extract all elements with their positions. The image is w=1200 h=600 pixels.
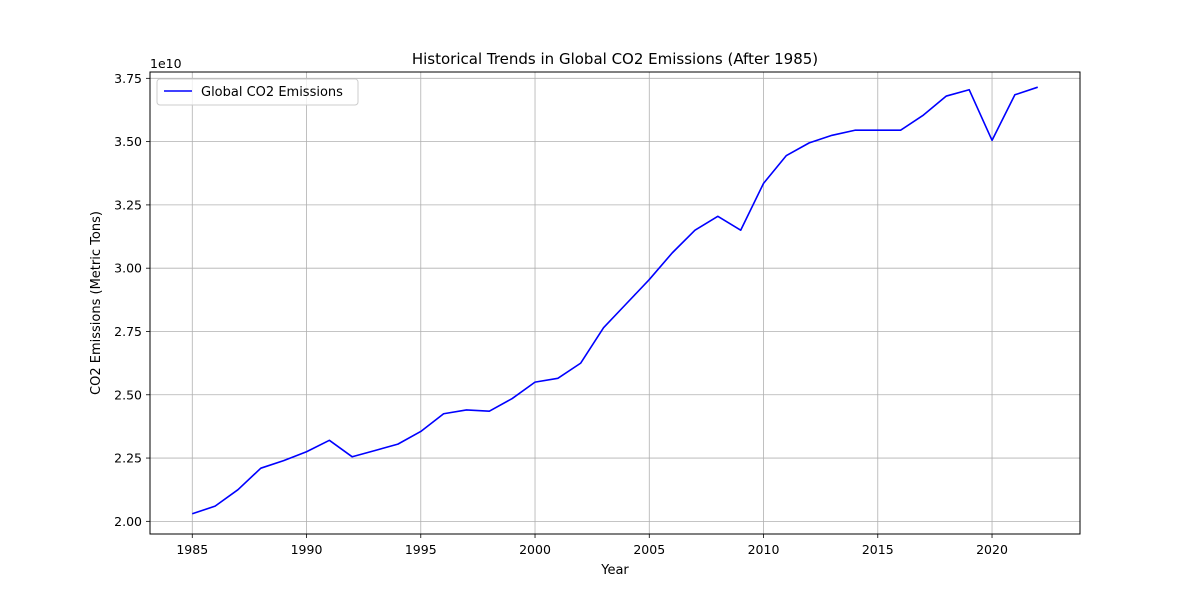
x-tick-label: 2015 bbox=[862, 542, 894, 557]
series-line bbox=[192, 86, 1038, 515]
x-tick-label: 1995 bbox=[405, 542, 437, 557]
legend-box bbox=[156, 78, 359, 106]
y-tick-label: 3.25 bbox=[114, 197, 142, 212]
legend-label: Global CO2 Emissions bbox=[201, 85, 343, 100]
y-tick-label: 2.75 bbox=[114, 324, 142, 339]
chart-title: Historical Trends in Global CO2 Emission… bbox=[412, 50, 818, 68]
x-tick-label: 2020 bbox=[976, 542, 1008, 557]
y-tick-label: 2.25 bbox=[114, 451, 142, 466]
tick-layer: 1985 1990 1995 2000 2005 2010 2015 2020 2.00 2.25… bbox=[114, 71, 1008, 557]
series-layer bbox=[192, 86, 1038, 515]
x-tick-label: 2010 bbox=[748, 542, 780, 557]
y-offset-label: 1e10 bbox=[150, 56, 182, 71]
y-tick-label: 3.75 bbox=[114, 71, 142, 86]
x-axis-label: Year bbox=[600, 563, 629, 578]
y-tick-label: 3.50 bbox=[114, 134, 142, 149]
x-tick-label: 2005 bbox=[633, 542, 665, 557]
y-tick-label: 3.00 bbox=[114, 261, 142, 276]
y-tick-label: 2.00 bbox=[114, 514, 142, 529]
y-tick-label: 2.50 bbox=[114, 387, 142, 402]
plot-frame bbox=[149, 71, 1081, 535]
x-tick-label: 1990 bbox=[291, 542, 323, 557]
legend: Global CO2 Emissions bbox=[156, 78, 359, 106]
y-axis-label: CO2 Emissions (Metric Tons) bbox=[89, 211, 104, 395]
x-tick-label: 1985 bbox=[176, 542, 208, 557]
x-tick-label: 2000 bbox=[519, 542, 551, 557]
grid-layer bbox=[150, 72, 1080, 534]
